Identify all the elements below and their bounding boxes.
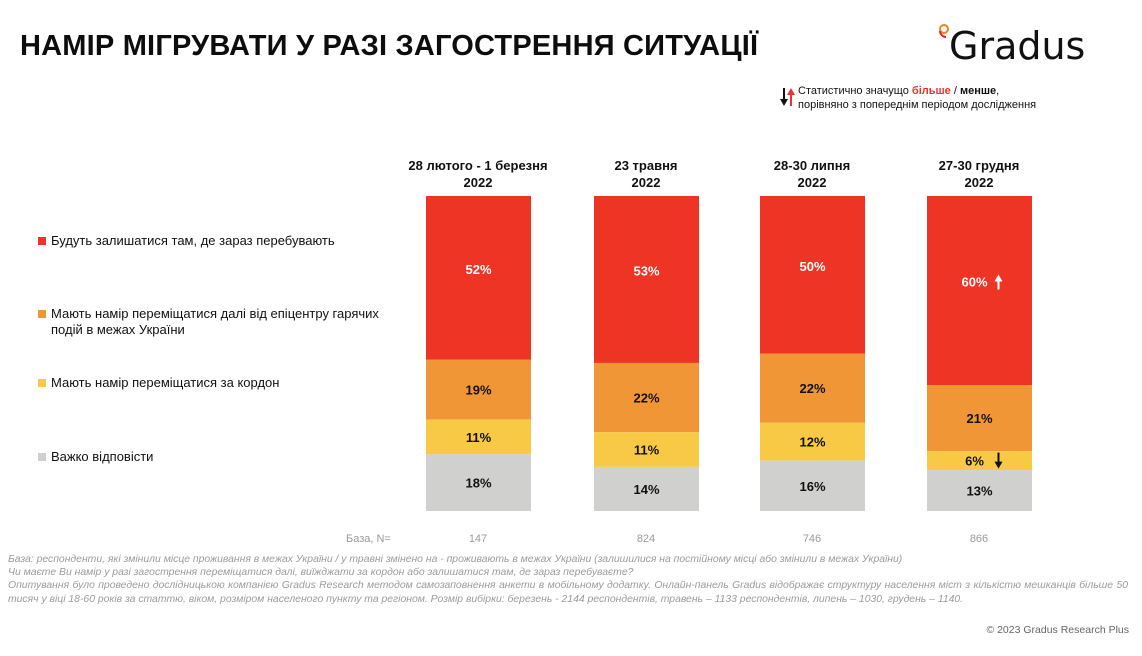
data-label: 14% [633,482,659,497]
sig-note-less: менше [959,85,997,97]
bar-segment-abroad [594,432,699,467]
legend-label: Важко відповісти [51,449,154,464]
bar-segment-hard-to-say [927,470,1032,511]
base-value: 147 [468,533,488,545]
data-label: 50% [799,259,825,274]
bar-segment-hard-to-say [760,460,865,511]
significant-decrease-arrow-icon [994,452,1003,469]
bar-segment-move-inside [426,359,531,420]
sig-note-prefix: Статистично значущо [798,85,912,97]
legend-label: Мають намір переміщатися за кордон [51,375,280,390]
period-label-line1: 23 травня [614,158,678,173]
page-title: НАМІР МІГРУВАТИ У РАЗІ ЗАГОСТРЕННЯ СИТУА… [20,30,759,62]
significant-increase-arrow-icon [994,274,1003,290]
data-label: 12% [799,435,825,450]
legend-swatch [38,453,46,461]
up-down-arrows-icon [780,88,795,106]
period-label-line1: 28-30 липня [773,158,851,173]
data-label: 18% [465,476,491,491]
bar-segment-stay [760,196,865,354]
data-label: 6% [965,454,984,469]
footnote: База: респонденти, які змінили місце про… [8,553,1128,606]
footnote-question: Чи маєте Ви намір у разі загострення пер… [8,567,634,579]
period-label: 23 травня 2022 [561,157,731,191]
bar-segment-stay [594,196,699,363]
logo-text: Gradus [949,24,1086,68]
legend-swatch [38,310,46,318]
legend-swatch [38,379,46,387]
bar-segment-move-inside [760,353,865,423]
bar-segment-stay [426,196,531,360]
data-label: 11% [634,443,660,458]
data-label: 52% [465,262,491,277]
footnote-methodology: Опитування було проведено дослідницькою … [8,580,1128,605]
bar-segment-abroad [426,419,531,455]
data-label: 22% [633,391,659,406]
bar-segment-move-inside [927,385,1032,452]
period-label-line1: 28 лютого - 1 березня [408,158,548,173]
footnote-base: База: респонденти, які змінили місце про… [8,554,903,565]
sig-note-line2: порівняно з попереднім періодом дослідже… [798,99,1037,111]
sig-note-more: більше [911,85,951,97]
data-label: 53% [633,263,659,278]
base-value: 866 [969,533,989,545]
data-label: 19% [465,383,491,398]
data-label: 16% [799,479,825,494]
bar-segment-hard-to-say [426,454,531,511]
data-label: 60% [961,275,987,290]
base-label: База, N= [346,533,391,545]
period-label: 28 лютого - 1 березня 2022 [393,157,563,191]
bar-segment-move-inside [594,362,699,433]
bar-segment-abroad [760,422,865,461]
period-label-line2: 2022 [964,175,994,190]
gradus-ring-icon [939,24,949,34]
period-label-line1: 27-30 грудня [938,158,1020,173]
copyright: © 2023 Gradus Research Plus [986,624,1129,636]
data-label: 13% [966,484,992,499]
period-label-line2: 2022 [631,175,661,190]
sig-note-suffix: , [996,85,1000,97]
period-label-line2: 2022 [463,175,493,190]
legend-swatch [38,237,46,245]
period-label-line2: 2022 [797,175,827,190]
legend-label: Будуть залишатися там, де зараз перебува… [51,233,335,248]
gradus-logo: Gradus [935,20,1105,72]
period-label: 28-30 липня 2022 [727,157,897,191]
bar-segment-abroad [927,451,1032,471]
base-value: 824 [636,533,656,545]
sig-note-sep: / [950,85,960,97]
base-value: 746 [802,533,822,545]
data-label: 21% [966,411,992,426]
data-label: 11% [466,430,492,445]
period-label: 27-30 грудня 2022 [894,157,1064,191]
bar-segment-hard-to-say [594,466,699,511]
data-label: 22% [799,381,825,396]
legend-label: Мають намір переміщатися далі від епіцен… [51,306,379,337]
bar-segment-stay [927,196,1032,385]
